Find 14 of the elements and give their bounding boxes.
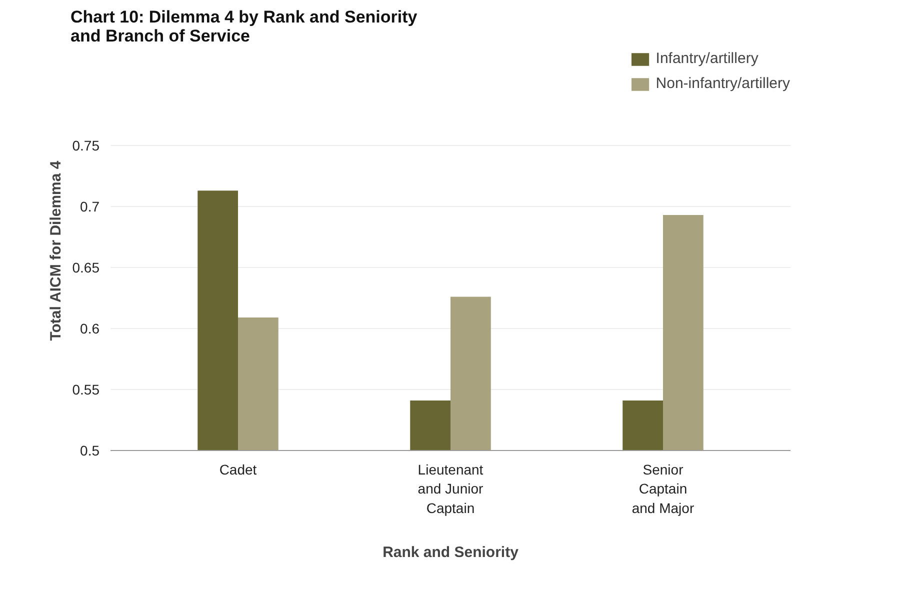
- y-axis-title: Total AICM for Dilemma 4: [47, 160, 64, 341]
- y-tick-label: 0.65: [72, 260, 100, 276]
- chart-title: Chart 10: Dilemma 4 by Rank and Seniority and Branch of Service: [70, 8, 418, 46]
- y-tick-label: 0.6: [80, 320, 100, 336]
- y-tick-label: 0.75: [72, 138, 100, 154]
- legend-label: Non-infantry/artillery: [656, 75, 790, 92]
- legend-label: Infantry/artillery: [656, 50, 758, 67]
- y-tick-label: 0.55: [72, 382, 100, 398]
- x-tick-label: Senior Captain and Major: [632, 462, 694, 516]
- y-tick-label: 0.5: [80, 442, 100, 458]
- y-tick-label: 0.7: [80, 198, 100, 214]
- x-tick-label: Lieutenant and Junior Captain: [418, 462, 484, 516]
- x-tick-label: Cadet: [219, 462, 257, 478]
- x-axis-title: Rank and Seniority: [382, 544, 520, 561]
